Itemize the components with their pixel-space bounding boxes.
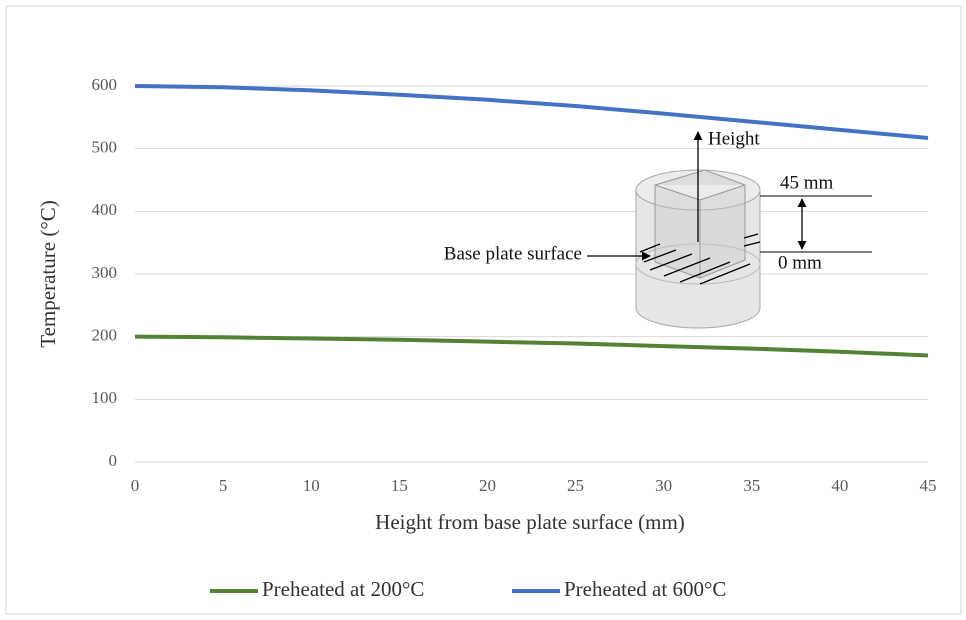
x-tick-label: 35 [743,476,760,495]
y-tick-label: 0 [109,451,118,470]
x-tick-label: 30 [655,476,672,495]
y-tick-label: 500 [92,138,118,157]
y-tick-label: 300 [92,263,118,282]
y-axis-label: Temperature (°C) [36,200,60,347]
inset-diagram: Height 45 mm 0 mm Base plate surface [444,128,872,329]
annotation: Height [708,128,760,149]
cylinder-body [635,190,761,329]
x-tick-label: 20 [479,476,496,495]
x-tick-label: 40 [831,476,848,495]
annotation: 0 mm [778,252,822,273]
y-tick-label: 200 [92,326,118,345]
y-tick-label: 600 [92,75,118,94]
x-tick-label: 5 [219,476,228,495]
x-tick-label: 10 [303,476,320,495]
x-tick-label: 0 [131,476,140,495]
y-tick-label: 100 [92,388,118,407]
x-tick-label: 45 [920,476,937,495]
legend-label: Preheated at 200°C [262,577,424,601]
base-plate-ellipse [635,243,761,285]
chart-frame [5,5,962,615]
annotation: Base plate surface [444,243,582,264]
legend-label: Preheated at 600°C [564,577,726,601]
part-cube [654,169,746,279]
x-tick-label: 25 [567,476,584,495]
series-line [134,334,929,358]
annotation: 45 mm [780,172,834,193]
y-tick-label: 400 [92,200,118,219]
x-tick-label: 15 [391,476,408,495]
x-axis-label: Height from base plate surface (mm) [375,510,685,534]
series-line [134,84,929,141]
